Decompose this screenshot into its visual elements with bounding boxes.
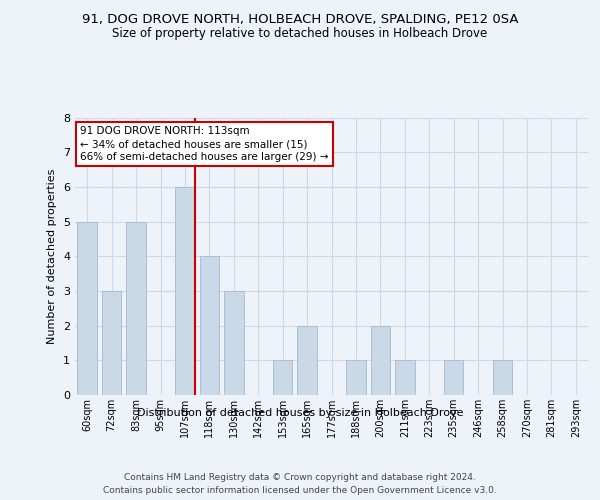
- Text: Contains public sector information licensed under the Open Government Licence v3: Contains public sector information licen…: [103, 486, 497, 495]
- Text: Distribution of detached houses by size in Holbeach Drove: Distribution of detached houses by size …: [137, 408, 463, 418]
- Bar: [273, 360, 292, 395]
- Bar: [102, 291, 121, 395]
- Text: Contains HM Land Registry data © Crown copyright and database right 2024.: Contains HM Land Registry data © Crown c…: [124, 472, 476, 482]
- Bar: [224, 291, 244, 395]
- Y-axis label: Number of detached properties: Number of detached properties: [47, 168, 58, 344]
- Bar: [297, 326, 317, 395]
- Bar: [371, 326, 390, 395]
- Bar: [200, 256, 219, 395]
- Bar: [395, 360, 415, 395]
- Bar: [346, 360, 366, 395]
- Text: 91 DOG DROVE NORTH: 113sqm
← 34% of detached houses are smaller (15)
66% of semi: 91 DOG DROVE NORTH: 113sqm ← 34% of deta…: [80, 126, 329, 162]
- Bar: [77, 222, 97, 395]
- Bar: [127, 222, 146, 395]
- Text: 91, DOG DROVE NORTH, HOLBEACH DROVE, SPALDING, PE12 0SA: 91, DOG DROVE NORTH, HOLBEACH DROVE, SPA…: [82, 12, 518, 26]
- Bar: [493, 360, 512, 395]
- Bar: [175, 187, 194, 395]
- Text: Size of property relative to detached houses in Holbeach Drove: Size of property relative to detached ho…: [112, 28, 488, 40]
- Bar: [444, 360, 463, 395]
